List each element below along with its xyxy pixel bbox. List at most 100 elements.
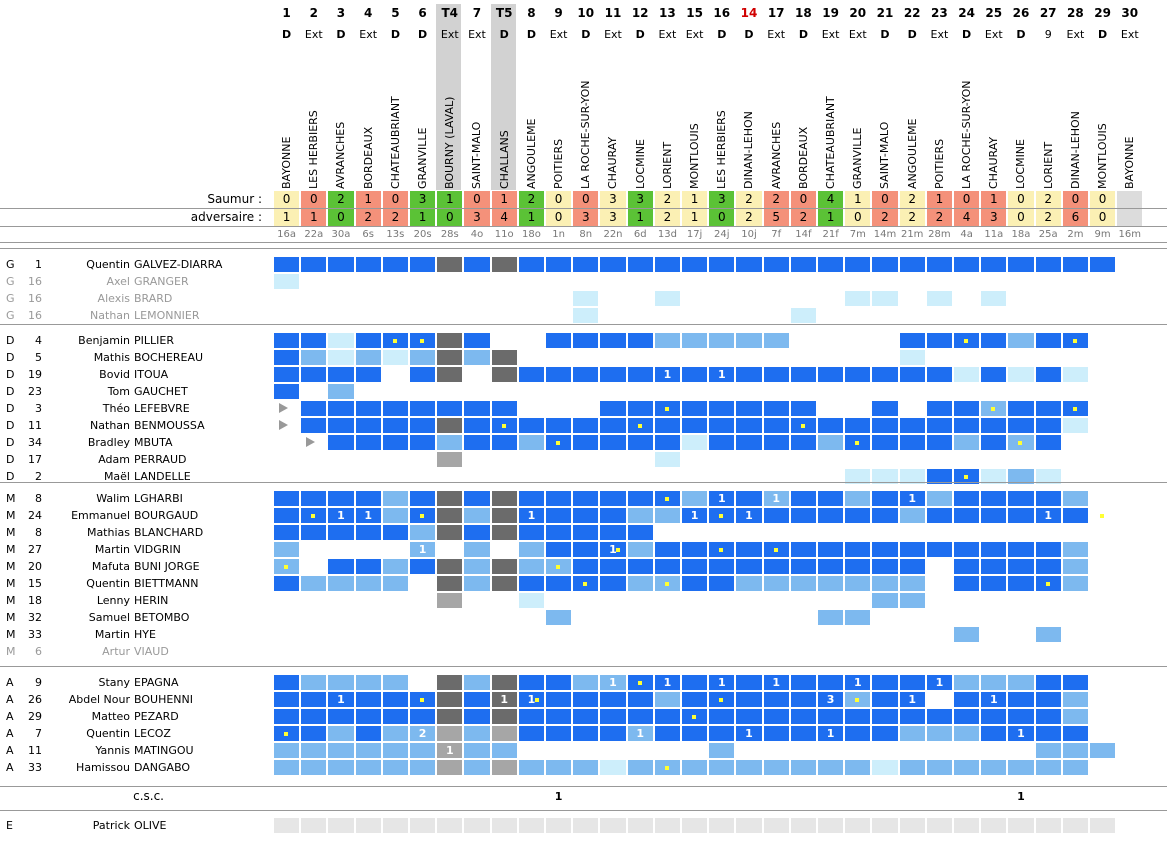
- match-cell: [546, 491, 572, 506]
- match-cell: [654, 675, 680, 690]
- match-cell: [1090, 743, 1116, 758]
- home-away: D: [581, 28, 591, 41]
- match-cell: [1062, 675, 1088, 690]
- match-cell: [954, 491, 980, 506]
- match-cell: [872, 709, 898, 724]
- assist-marker: [1072, 407, 1077, 411]
- match-cell: [382, 525, 408, 540]
- player-last-name: LECOZ: [134, 727, 171, 740]
- match-cell: [845, 542, 871, 557]
- goal-count: 1: [527, 509, 536, 522]
- group-separator: [0, 666, 1167, 667]
- player-last-name: GRANGER: [134, 275, 189, 288]
- match-cell: [926, 675, 952, 690]
- match-cell: [654, 542, 680, 557]
- match-cell: [573, 257, 599, 272]
- player-number: 27: [28, 543, 42, 556]
- match-cell: [654, 726, 680, 741]
- assist-marker: [616, 548, 621, 552]
- saumur-score: 3: [627, 191, 653, 208]
- match-cell: [1035, 491, 1061, 506]
- match-cell: [274, 367, 300, 382]
- player-position: D: [6, 419, 15, 432]
- staff-cell: [790, 818, 816, 833]
- match-cell: [1008, 709, 1034, 724]
- player-number: 26: [28, 693, 42, 706]
- match-cell: [464, 692, 490, 707]
- match-cell: [437, 257, 463, 272]
- assist-marker: [311, 514, 316, 518]
- staff-cell: [546, 818, 572, 833]
- opponent-score: 0: [328, 209, 354, 226]
- match-cell: [763, 760, 789, 775]
- match-cell: [382, 743, 408, 758]
- match-cell: [682, 508, 708, 523]
- player-first-name: Emmanuel: [71, 509, 130, 522]
- match-cell: [818, 418, 844, 433]
- assist-marker: [284, 565, 288, 569]
- goal-count: 1: [1044, 509, 1053, 522]
- goal-count: 1: [1017, 727, 1025, 740]
- opponent-score: 6: [1062, 209, 1088, 226]
- match-cell: [518, 675, 544, 690]
- match-cell: [763, 508, 789, 523]
- match-cell: [328, 508, 354, 523]
- match-cell: [301, 525, 327, 540]
- match-cell: [845, 491, 871, 506]
- player-last-name: PERRAUD: [134, 453, 187, 466]
- match-cell: [274, 542, 300, 557]
- match-cell: [355, 401, 381, 416]
- assist-marker: [583, 582, 588, 586]
- group-separator: [0, 482, 1167, 483]
- match-cell: [437, 760, 463, 775]
- match-cell: [845, 257, 871, 272]
- match-number: T5: [495, 6, 513, 20]
- match-cell: [981, 291, 1007, 306]
- match-cell: [818, 692, 844, 707]
- goal-count: 1: [908, 693, 917, 706]
- match-cell: [410, 418, 436, 433]
- group-separator: [0, 324, 1167, 325]
- staff-cell: [437, 818, 463, 833]
- match-cell: [954, 367, 980, 382]
- player-number: 15: [28, 577, 42, 590]
- match-cell: [654, 435, 680, 450]
- home-away: D: [499, 28, 509, 41]
- match-cell: [926, 418, 952, 433]
- player-first-name: Abdel Nour: [68, 693, 130, 706]
- home-away: D: [717, 28, 727, 41]
- player-number: 19: [28, 368, 42, 381]
- match-cell: [899, 469, 925, 484]
- saumur-score: 0: [1062, 191, 1088, 208]
- match-date: 2m: [1067, 229, 1084, 240]
- match-number: T4: [441, 6, 459, 20]
- match-cell: [790, 559, 816, 574]
- match-cell: [954, 435, 980, 450]
- match-date: 4a: [960, 229, 973, 240]
- assist-marker: [855, 441, 860, 445]
- match-cell: [872, 367, 898, 382]
- match-cell: [682, 491, 708, 506]
- match-cell: [845, 559, 871, 574]
- match-cell: [682, 542, 708, 557]
- match-cell: [954, 760, 980, 775]
- match-cell: [709, 333, 735, 348]
- match-cell: [301, 709, 327, 724]
- saumur-score: 1: [682, 191, 708, 208]
- match-cell: [274, 257, 300, 272]
- player-number: 16: [28, 275, 42, 288]
- match-cell: [491, 559, 517, 574]
- player-first-name: Quentin: [86, 727, 130, 740]
- player-position: M: [6, 594, 16, 607]
- match-cell: [926, 435, 952, 450]
- match-number: 12: [631, 6, 649, 20]
- match-cell: [1008, 542, 1034, 557]
- match-cell: [736, 692, 762, 707]
- player-number: 11: [28, 744, 42, 757]
- separator-line: [0, 208, 1167, 209]
- match-date: 25a: [1038, 229, 1058, 240]
- home-away: D: [744, 28, 754, 41]
- match-cell: [981, 576, 1007, 591]
- match-cell: [709, 726, 735, 741]
- player-first-name: Hamissou: [76, 761, 130, 774]
